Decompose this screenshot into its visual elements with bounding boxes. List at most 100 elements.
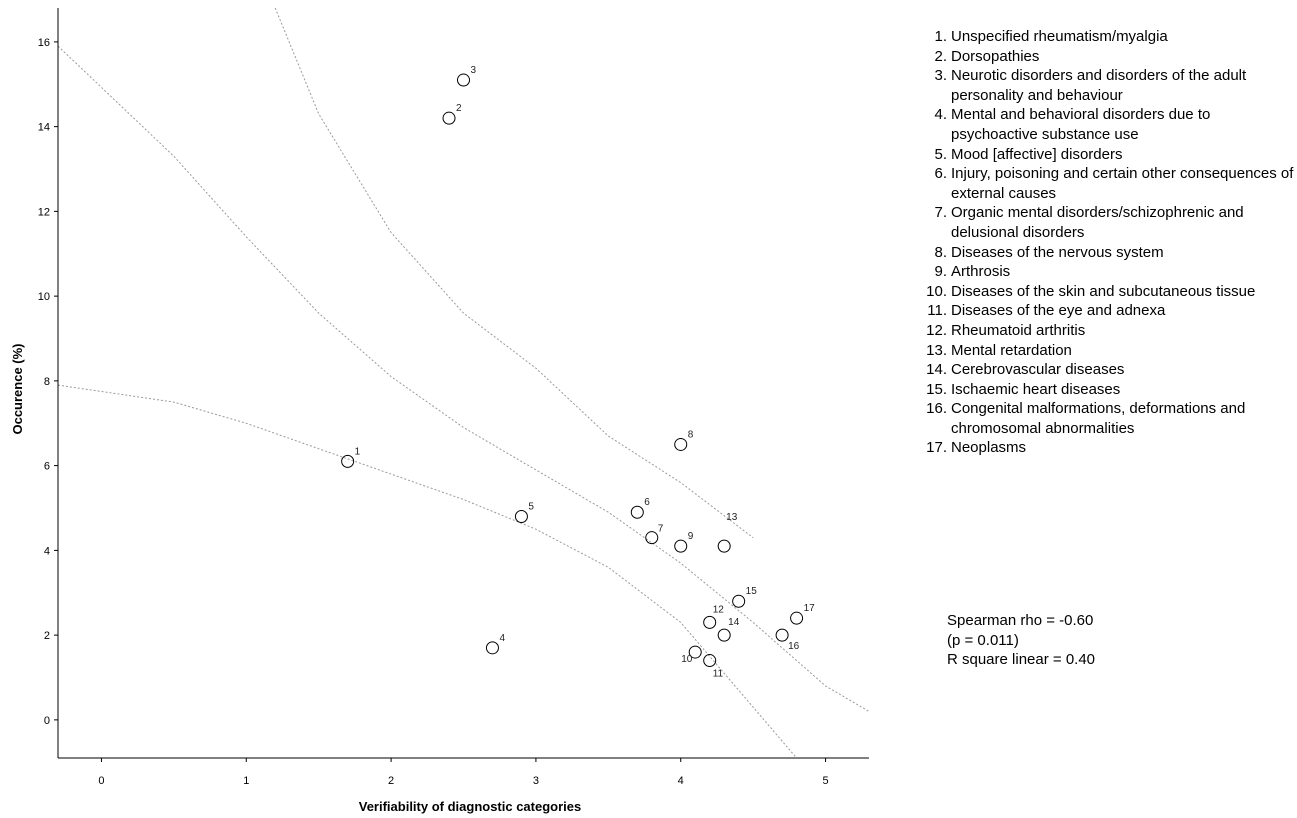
x-tick-label: 4 bbox=[678, 775, 684, 787]
x-tick-label: 0 bbox=[98, 775, 104, 787]
data-point bbox=[442, 111, 456, 125]
legend-item-number: 16. bbox=[926, 400, 947, 418]
legend-item-label: Mood [affective] disorders bbox=[951, 145, 1123, 163]
y-tick-label: 8 bbox=[44, 376, 50, 388]
x-tick-label: 2 bbox=[388, 775, 394, 787]
legend-item-label: Congenital malformations, deformations a… bbox=[951, 400, 1246, 437]
legend-item: 11. Diseases of the eye and adnexa bbox=[915, 301, 1295, 321]
legend-item-number: 2. bbox=[934, 47, 947, 65]
legend-item-label: Injury, poisoning and certain other cons… bbox=[951, 165, 1294, 202]
point-label: 16 bbox=[788, 641, 800, 652]
legend-item-label: Diseases of the nervous system bbox=[951, 243, 1164, 261]
y-tick-label: 14 bbox=[38, 122, 50, 134]
point-label: 13 bbox=[726, 512, 738, 523]
point-label: 15 bbox=[746, 586, 758, 597]
legend-item-number: 9. bbox=[934, 263, 947, 281]
legend-item-number: 5. bbox=[934, 145, 947, 163]
point-label: 1 bbox=[355, 446, 361, 457]
legend-item: 14. Cerebrovascular diseases bbox=[915, 360, 1295, 380]
legend-item-number: 12. bbox=[926, 321, 947, 339]
legend-item-label: Mental and behavioral disorders due to p… bbox=[951, 106, 1211, 143]
fit-line-ci-lower bbox=[58, 45, 869, 712]
point-label: 6 bbox=[644, 497, 650, 508]
legend-item-label: Arthrosis bbox=[951, 263, 1011, 281]
y-axis-title: Occurence (%) bbox=[10, 343, 25, 434]
point-label: 3 bbox=[471, 65, 477, 76]
point-label: 11 bbox=[713, 669, 724, 680]
legend-item-number: 6. bbox=[934, 165, 947, 183]
data-point bbox=[674, 539, 688, 553]
y-tick-label: 10 bbox=[38, 291, 50, 303]
legend-item-label: Neoplasms bbox=[951, 439, 1027, 457]
p-value: (p = 0.011) bbox=[947, 631, 1019, 649]
legend-item-label: Rheumatoid arthritis bbox=[951, 321, 1086, 339]
fit-line-ci-upper bbox=[274, 8, 754, 539]
data-point bbox=[688, 645, 702, 659]
y-tick-label: 6 bbox=[44, 461, 50, 473]
legend-item-number: 4. bbox=[934, 106, 947, 124]
y-tick-label: 4 bbox=[44, 545, 50, 557]
legend-item: 8. Diseases of the nervous system bbox=[915, 243, 1295, 263]
point-label: 17 bbox=[804, 603, 816, 614]
legend-item-label: Mental retardation bbox=[951, 341, 1072, 359]
legend-item-label: Diseases of the eye and adnexa bbox=[951, 302, 1166, 320]
point-label: 14 bbox=[728, 617, 740, 628]
x-tick-label: 1 bbox=[243, 775, 249, 787]
data-point bbox=[514, 509, 528, 523]
data-point bbox=[717, 539, 731, 553]
data-point bbox=[341, 454, 355, 468]
data-point bbox=[790, 611, 804, 625]
legend-item: 16. Congenital malformations, deformation… bbox=[915, 399, 1295, 438]
data-point bbox=[645, 531, 659, 545]
legend-item: 4. Mental and behavioral disorders due to… bbox=[915, 105, 1295, 144]
legend-item-label: Cerebrovascular diseases bbox=[951, 361, 1125, 379]
legend-item-number: 15. bbox=[926, 380, 947, 398]
legend-item-number: 3. bbox=[934, 67, 947, 85]
data-point bbox=[703, 615, 717, 629]
point-label: 9 bbox=[688, 531, 694, 542]
data-point bbox=[457, 73, 470, 87]
legend-item: 9. Arthrosis bbox=[915, 262, 1295, 282]
legend-item-label: Dorsopathies bbox=[951, 47, 1040, 65]
y-tick-label: 2 bbox=[44, 630, 50, 642]
y-tick-label: 12 bbox=[38, 206, 50, 218]
legend-item-number: 7. bbox=[934, 204, 947, 222]
data-point bbox=[732, 594, 746, 608]
point-label: 7 bbox=[658, 524, 664, 535]
legend-item-number: 17. bbox=[926, 439, 947, 457]
data-point bbox=[717, 628, 731, 642]
category-legend: 1. Unspecified rheumatism/myalgia 2. Dorsop… bbox=[915, 27, 1295, 458]
fit-line-fit bbox=[58, 384, 797, 758]
legend-item-number: 13. bbox=[926, 341, 947, 359]
legend-item-number: 14. bbox=[926, 361, 947, 379]
x-axis-title: Verifiability of diagnostic categories bbox=[359, 799, 582, 814]
legend-item: 1. Unspecified rheumatism/myalgia bbox=[915, 27, 1295, 47]
data-point bbox=[775, 628, 789, 642]
legend-item-label: Unspecified rheumatism/myalgia bbox=[951, 28, 1168, 45]
legend-item-label: Neurotic disorders and disorders of the … bbox=[951, 67, 1247, 104]
r-square: R square linear = 0.40 bbox=[947, 651, 1096, 669]
legend-item: 12. Rheumatoid arthritis bbox=[915, 321, 1295, 341]
data-point bbox=[485, 641, 499, 655]
y-tick-label: 16 bbox=[38, 37, 50, 49]
statistics-box: Spearman rho = -0.60 (p = 0.011) R squar… bbox=[947, 611, 1095, 670]
spearman-rho: Spearman rho = -0.60 bbox=[947, 612, 1094, 629]
data-point bbox=[674, 437, 688, 451]
legend-item-label: Organic mental disorders/schizophrenic a… bbox=[951, 204, 1244, 241]
legend-item: 3. Neurotic disorders and disorders of th… bbox=[915, 66, 1295, 105]
legend-item: 15. Ischaemic heart diseases bbox=[915, 380, 1295, 400]
legend-item-number: 11. bbox=[927, 302, 947, 320]
y-tick-label: 0 bbox=[44, 715, 50, 727]
point-label: 5 bbox=[528, 501, 534, 512]
point-label: 4 bbox=[499, 633, 505, 644]
legend-item-label: Ischaemic heart diseases bbox=[951, 380, 1121, 398]
legend-item: 13. Mental retardation bbox=[915, 341, 1295, 361]
legend-item: 17. Neoplasms bbox=[915, 438, 1295, 458]
x-tick-label: 3 bbox=[533, 775, 539, 787]
legend-item-number: 8. bbox=[934, 243, 947, 261]
legend-item: 2. Dorsopathies bbox=[915, 47, 1295, 67]
x-tick-label: 5 bbox=[822, 775, 828, 787]
legend-item: 5. Mood [affective] disorders bbox=[915, 145, 1295, 165]
